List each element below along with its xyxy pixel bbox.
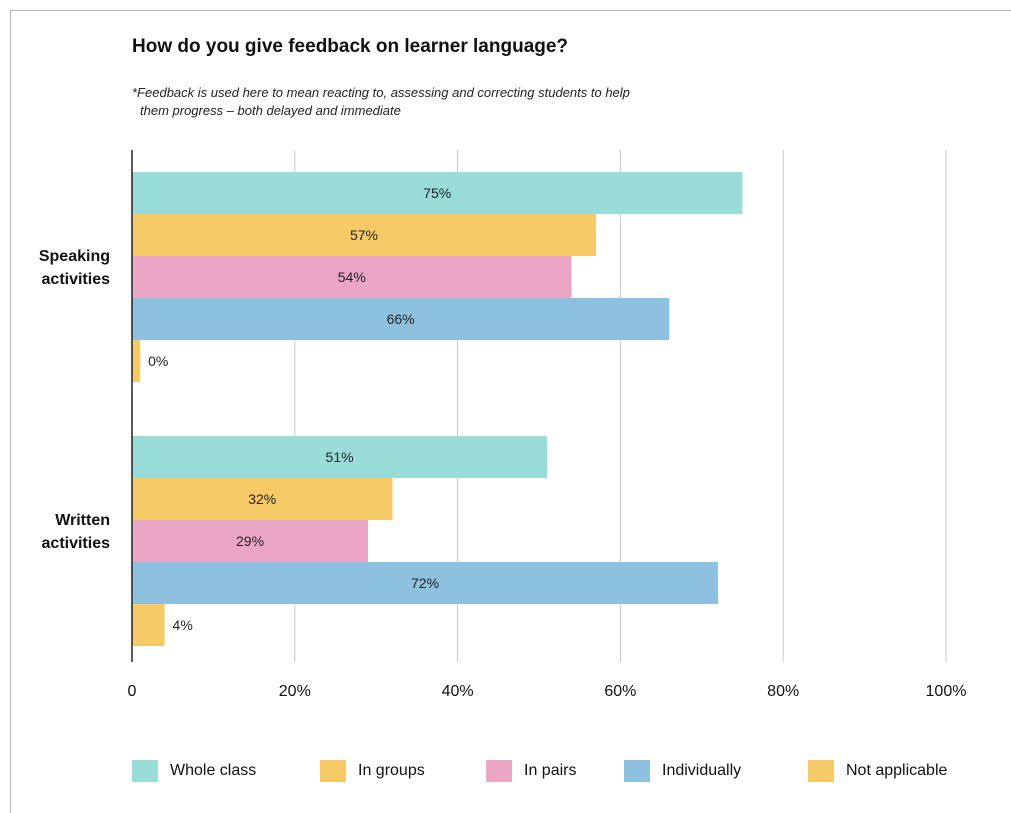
bar — [132, 340, 141, 382]
data-label: 29% — [236, 533, 264, 549]
category-label-line: Speaking — [39, 248, 110, 265]
x-tick-label: 80% — [767, 683, 799, 700]
bar — [132, 436, 548, 478]
legend-item: Whole class — [132, 760, 256, 782]
footnote-line-1: *Feedback is used here to mean reacting … — [132, 85, 630, 100]
x-tick-label: 60% — [604, 683, 636, 700]
category-label: Speaking activities — [39, 248, 110, 288]
frame-top-border — [10, 10, 1011, 11]
bar — [132, 562, 719, 604]
legend-swatch — [132, 760, 158, 782]
bar — [132, 478, 393, 520]
legend-label: Not applicable — [846, 762, 948, 779]
chart-title: How do you give feedback on learner lang… — [132, 36, 569, 57]
x-tick-label: 100% — [926, 683, 967, 700]
legend-item: In pairs — [486, 760, 576, 782]
legend-item: Individually — [624, 760, 741, 782]
legend-label: Individually — [662, 762, 742, 779]
data-label: 0% — [148, 353, 168, 369]
bar — [132, 214, 596, 256]
legend-swatch — [486, 760, 512, 782]
bar — [132, 298, 670, 340]
data-label: 4% — [173, 617, 193, 633]
legend-label: In groups — [358, 762, 425, 779]
bar — [132, 604, 165, 646]
bar — [132, 172, 743, 214]
category-label-line: Written — [55, 512, 110, 529]
x-tick-label: 0 — [128, 683, 137, 700]
legend-label: In pairs — [524, 762, 577, 779]
frame-left-border — [10, 10, 11, 813]
data-label: 51% — [326, 449, 354, 465]
legend-swatch — [624, 760, 650, 782]
data-label: 32% — [248, 491, 276, 507]
category-label-line: activities — [42, 535, 111, 552]
legend-label: Whole class — [170, 762, 257, 779]
chart-legend: Whole class In groups In pairs Individually… — [0, 760, 1011, 784]
legend-item: Not applicable — [808, 760, 947, 782]
bar — [132, 520, 369, 562]
bar — [132, 256, 572, 298]
x-tick-label: 20% — [279, 683, 311, 700]
legend-item: In groups — [320, 760, 425, 782]
data-label: 75% — [423, 185, 451, 201]
chart-footnote: *Feedback is used here to mean reacting … — [132, 84, 752, 120]
legend-swatch — [320, 760, 346, 782]
legend-swatch — [808, 760, 834, 782]
x-tick-label: 40% — [442, 683, 474, 700]
category-label: Written activities — [42, 512, 111, 552]
data-label: 66% — [387, 311, 415, 327]
footnote-line-2: them progress – both delayed and immedia… — [140, 103, 401, 118]
data-label: 54% — [338, 269, 366, 285]
data-label: 72% — [411, 575, 439, 591]
category-label-line: activities — [42, 271, 111, 288]
data-label: 57% — [350, 227, 378, 243]
